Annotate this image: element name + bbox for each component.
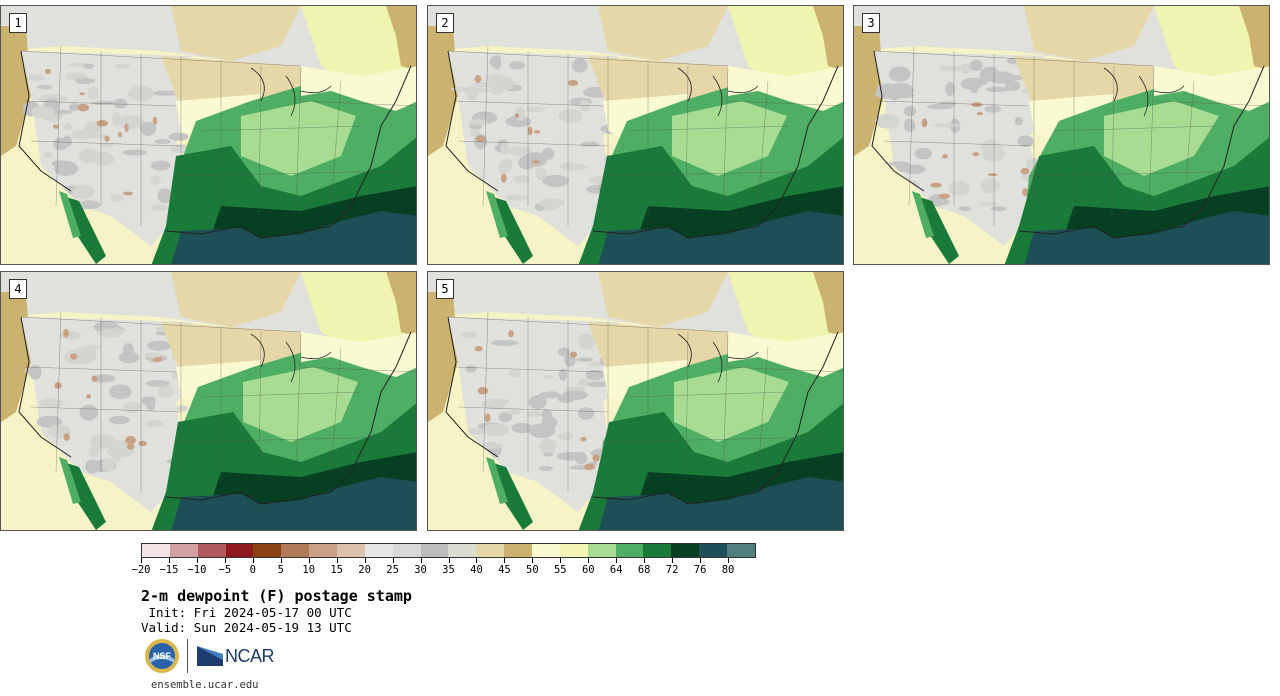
dewpoint-map: [428, 6, 843, 264]
colorbar-swatch: [309, 544, 338, 557]
colorbar-tick-label: 68: [637, 564, 651, 576]
colorbar-tick: [336, 558, 338, 563]
colorbar-swatch: [504, 544, 533, 557]
colorbar-swatch: [727, 544, 755, 557]
colorbar-tick-label: 25: [386, 564, 399, 576]
colorbar-tick: [448, 558, 450, 563]
colorbar-tick-label: 30: [414, 564, 427, 576]
colorbar-swatch: [643, 544, 672, 557]
colorbar-tick-label: 5: [277, 564, 284, 576]
map-panel-2: 2: [427, 5, 844, 265]
colorbar-tick-label: 76: [693, 564, 707, 576]
colorbar-tick-label: 72: [665, 564, 679, 576]
colorbar-tick-label: 40: [470, 564, 483, 576]
colorbar-tick-label: 20: [358, 564, 371, 576]
init-time: Init: Fri 2024-05-17 00 UTC: [141, 605, 352, 620]
colorbar-tick: [420, 558, 422, 563]
colorbar-tick-label: −10: [187, 564, 207, 576]
colorbar-swatch: [169, 544, 198, 557]
member-label: 3: [862, 13, 880, 33]
colorbar-tick-label: 55: [553, 564, 567, 576]
colorbar-tick: [588, 558, 590, 563]
map-panel-3: 3: [853, 5, 1270, 265]
member-label: 5: [436, 279, 454, 299]
colorbar-swatch: [420, 544, 449, 557]
logo-divider: [187, 639, 188, 673]
colorbar-tick-label: 50: [526, 564, 539, 576]
colorbar-swatch: [197, 544, 226, 557]
member-label: 2: [436, 13, 454, 33]
dewpoint-map: [854, 6, 1269, 264]
colorbar-swatch: [587, 544, 616, 557]
colorbar-tick-label: 0: [249, 564, 256, 576]
colorbar-tick: [672, 558, 674, 563]
valid-time: Valid: Sun 2024-05-19 13 UTC: [141, 620, 352, 635]
nsf-logo: NSF: [145, 639, 179, 673]
colorbar-swatch: [364, 544, 393, 557]
colorbar-tick-label: 10: [302, 564, 316, 576]
colorbar-swatch: [337, 544, 365, 557]
dewpoint-map: [1, 272, 416, 530]
colorbar-tick-label: 64: [609, 564, 623, 576]
colorbar-tick-label: 35: [442, 564, 455, 576]
colorbar-swatch: [532, 544, 560, 557]
map-panel-4: 4: [0, 271, 417, 531]
colorbar-swatch: [281, 544, 310, 557]
colorbar-swatch: [671, 544, 700, 557]
colorbar-tick: [616, 558, 618, 563]
site-url: ensemble.ucar.edu: [151, 679, 259, 691]
colorbar-swatch: [448, 544, 477, 557]
colorbar-tick-label: 80: [721, 564, 735, 576]
colorbar-tick-label: −20: [131, 564, 151, 576]
colorbar: [141, 543, 756, 558]
colorbar-swatch: [559, 544, 588, 557]
dewpoint-map: [1, 6, 416, 264]
colorbar-tick: [728, 558, 730, 563]
ncar-logo-text: NCAR: [225, 645, 275, 666]
colorbar-tick: [168, 558, 170, 563]
member-label: 1: [9, 13, 27, 33]
colorbar-tick: [644, 558, 646, 563]
colorbar-swatch: [225, 544, 254, 557]
member-label: 4: [9, 279, 27, 299]
colorbar-tick: [476, 558, 478, 563]
colorbar-tick: [252, 558, 254, 563]
colorbar-swatch: [476, 544, 505, 557]
colorbar-tick-label: −5: [218, 564, 232, 576]
colorbar-tick: [364, 558, 366, 563]
colorbar-tick: [196, 558, 198, 563]
colorbar-swatch: [615, 544, 644, 557]
colorbar-tick-label: −15: [159, 564, 179, 576]
map-panel-5: 5: [427, 271, 844, 531]
colorbar-swatch: [392, 544, 421, 557]
colorbar-tick-label: 45: [498, 564, 511, 576]
colorbar-tick-label: 15: [330, 564, 343, 576]
colorbar-tick: [560, 558, 562, 563]
colorbar-tick: [392, 558, 394, 563]
colorbar-ticks: −20 −15 −10 −5 0 5 10 15 20 25 30 35 40 45 50 55 60 64 68 7…: [132, 558, 756, 576]
colorbar-tick: [141, 558, 142, 563]
map-panel-1: 1: [0, 5, 417, 265]
colorbar-tick: [224, 558, 226, 563]
colorbar-tick: [532, 558, 534, 563]
colorbar-swatch: [253, 544, 282, 557]
colorbar-tick: [280, 558, 282, 563]
colorbar-tick-label: 60: [581, 564, 595, 576]
nsf-logo-text: NSF: [153, 651, 172, 661]
colorbar-tick: [700, 558, 702, 563]
colorbar-tick: [504, 558, 506, 563]
ncar-logo-mark: [197, 646, 223, 666]
colorbar-tick: [308, 558, 310, 563]
plot-title: 2-m dewpoint (F) postage stamp: [141, 587, 412, 605]
dewpoint-map: [428, 272, 843, 530]
colorbar-swatch: [699, 544, 728, 557]
colorbar-swatch: [142, 544, 170, 557]
logos: NSF NCAR: [144, 638, 275, 674]
